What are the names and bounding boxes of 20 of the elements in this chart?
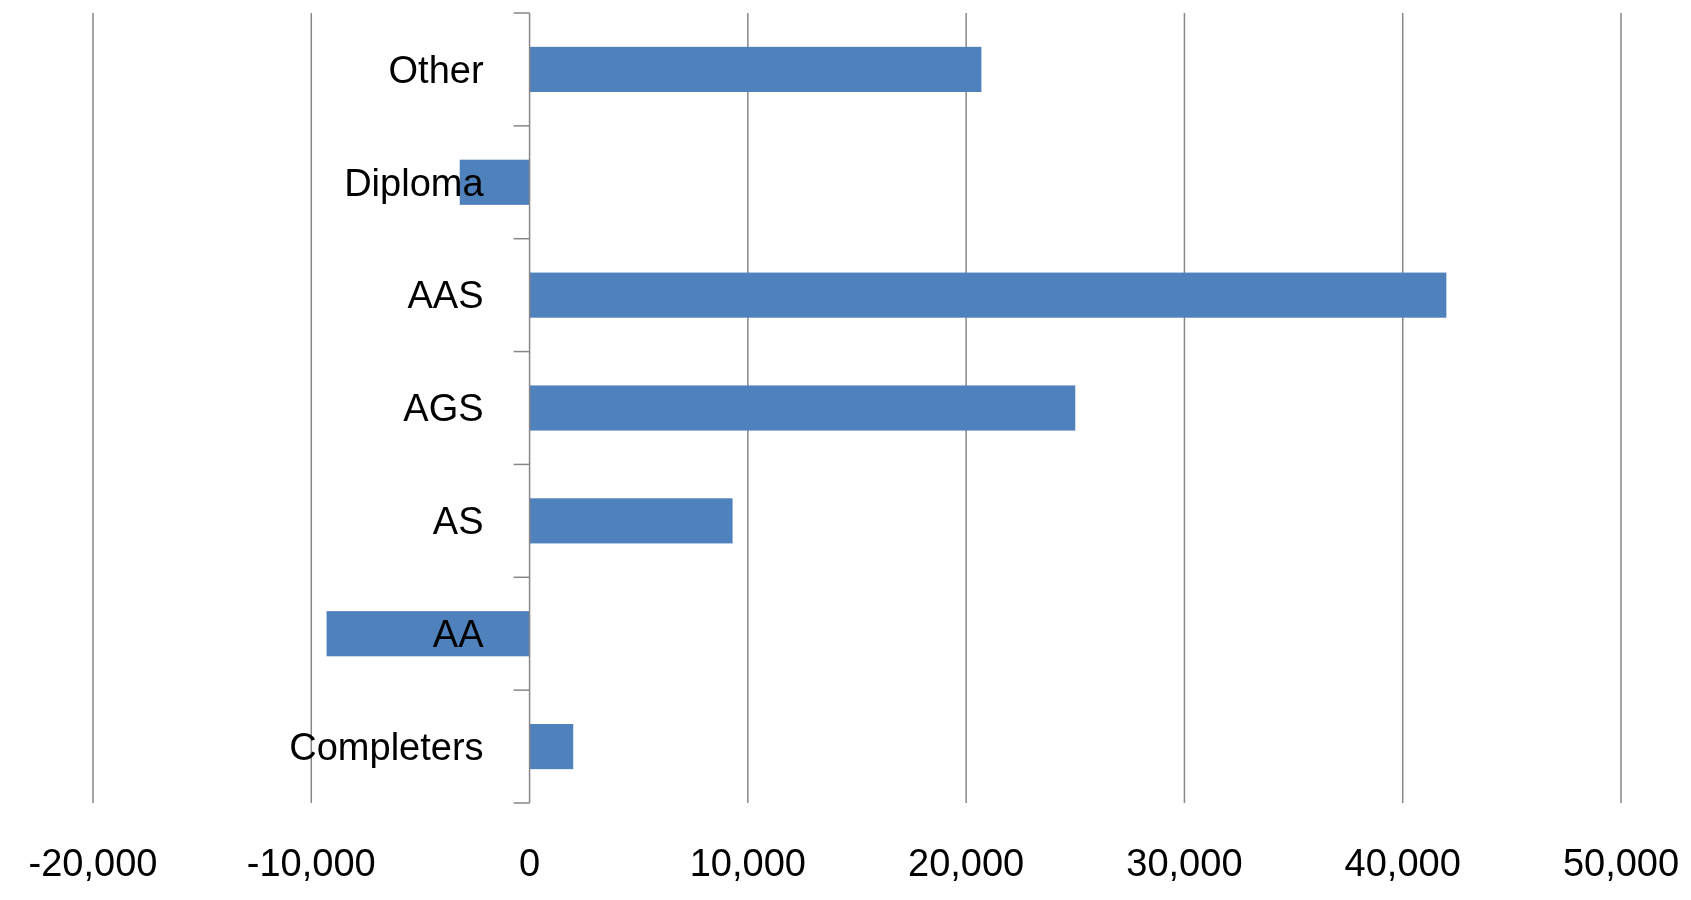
bar bbox=[529, 724, 574, 770]
bar bbox=[529, 272, 1447, 318]
x-tick-label: 40,000 bbox=[1344, 842, 1461, 884]
x-tick-label: 50,000 bbox=[1562, 842, 1680, 884]
bar bbox=[529, 498, 733, 544]
y-tick-label: AAS bbox=[407, 274, 484, 317]
x-tick-label: 20,000 bbox=[908, 842, 1025, 884]
x-tick-label: -10,000 bbox=[246, 842, 376, 884]
bar bbox=[529, 385, 1076, 431]
y-tick-label: AA bbox=[432, 613, 485, 656]
bar bbox=[529, 46, 982, 92]
x-tick-label: 0 bbox=[519, 842, 541, 884]
y-tick-label: AS bbox=[432, 500, 484, 543]
y-tick-label: Completers bbox=[289, 725, 484, 768]
x-tick-label: 10,000 bbox=[689, 842, 806, 884]
bar bbox=[326, 611, 530, 657]
x-tick-label: 30,000 bbox=[1126, 842, 1243, 884]
y-tick-label: AGS bbox=[403, 387, 484, 430]
x-tick-label: -20,000 bbox=[28, 842, 158, 884]
y-tick-label: Other bbox=[388, 48, 484, 91]
